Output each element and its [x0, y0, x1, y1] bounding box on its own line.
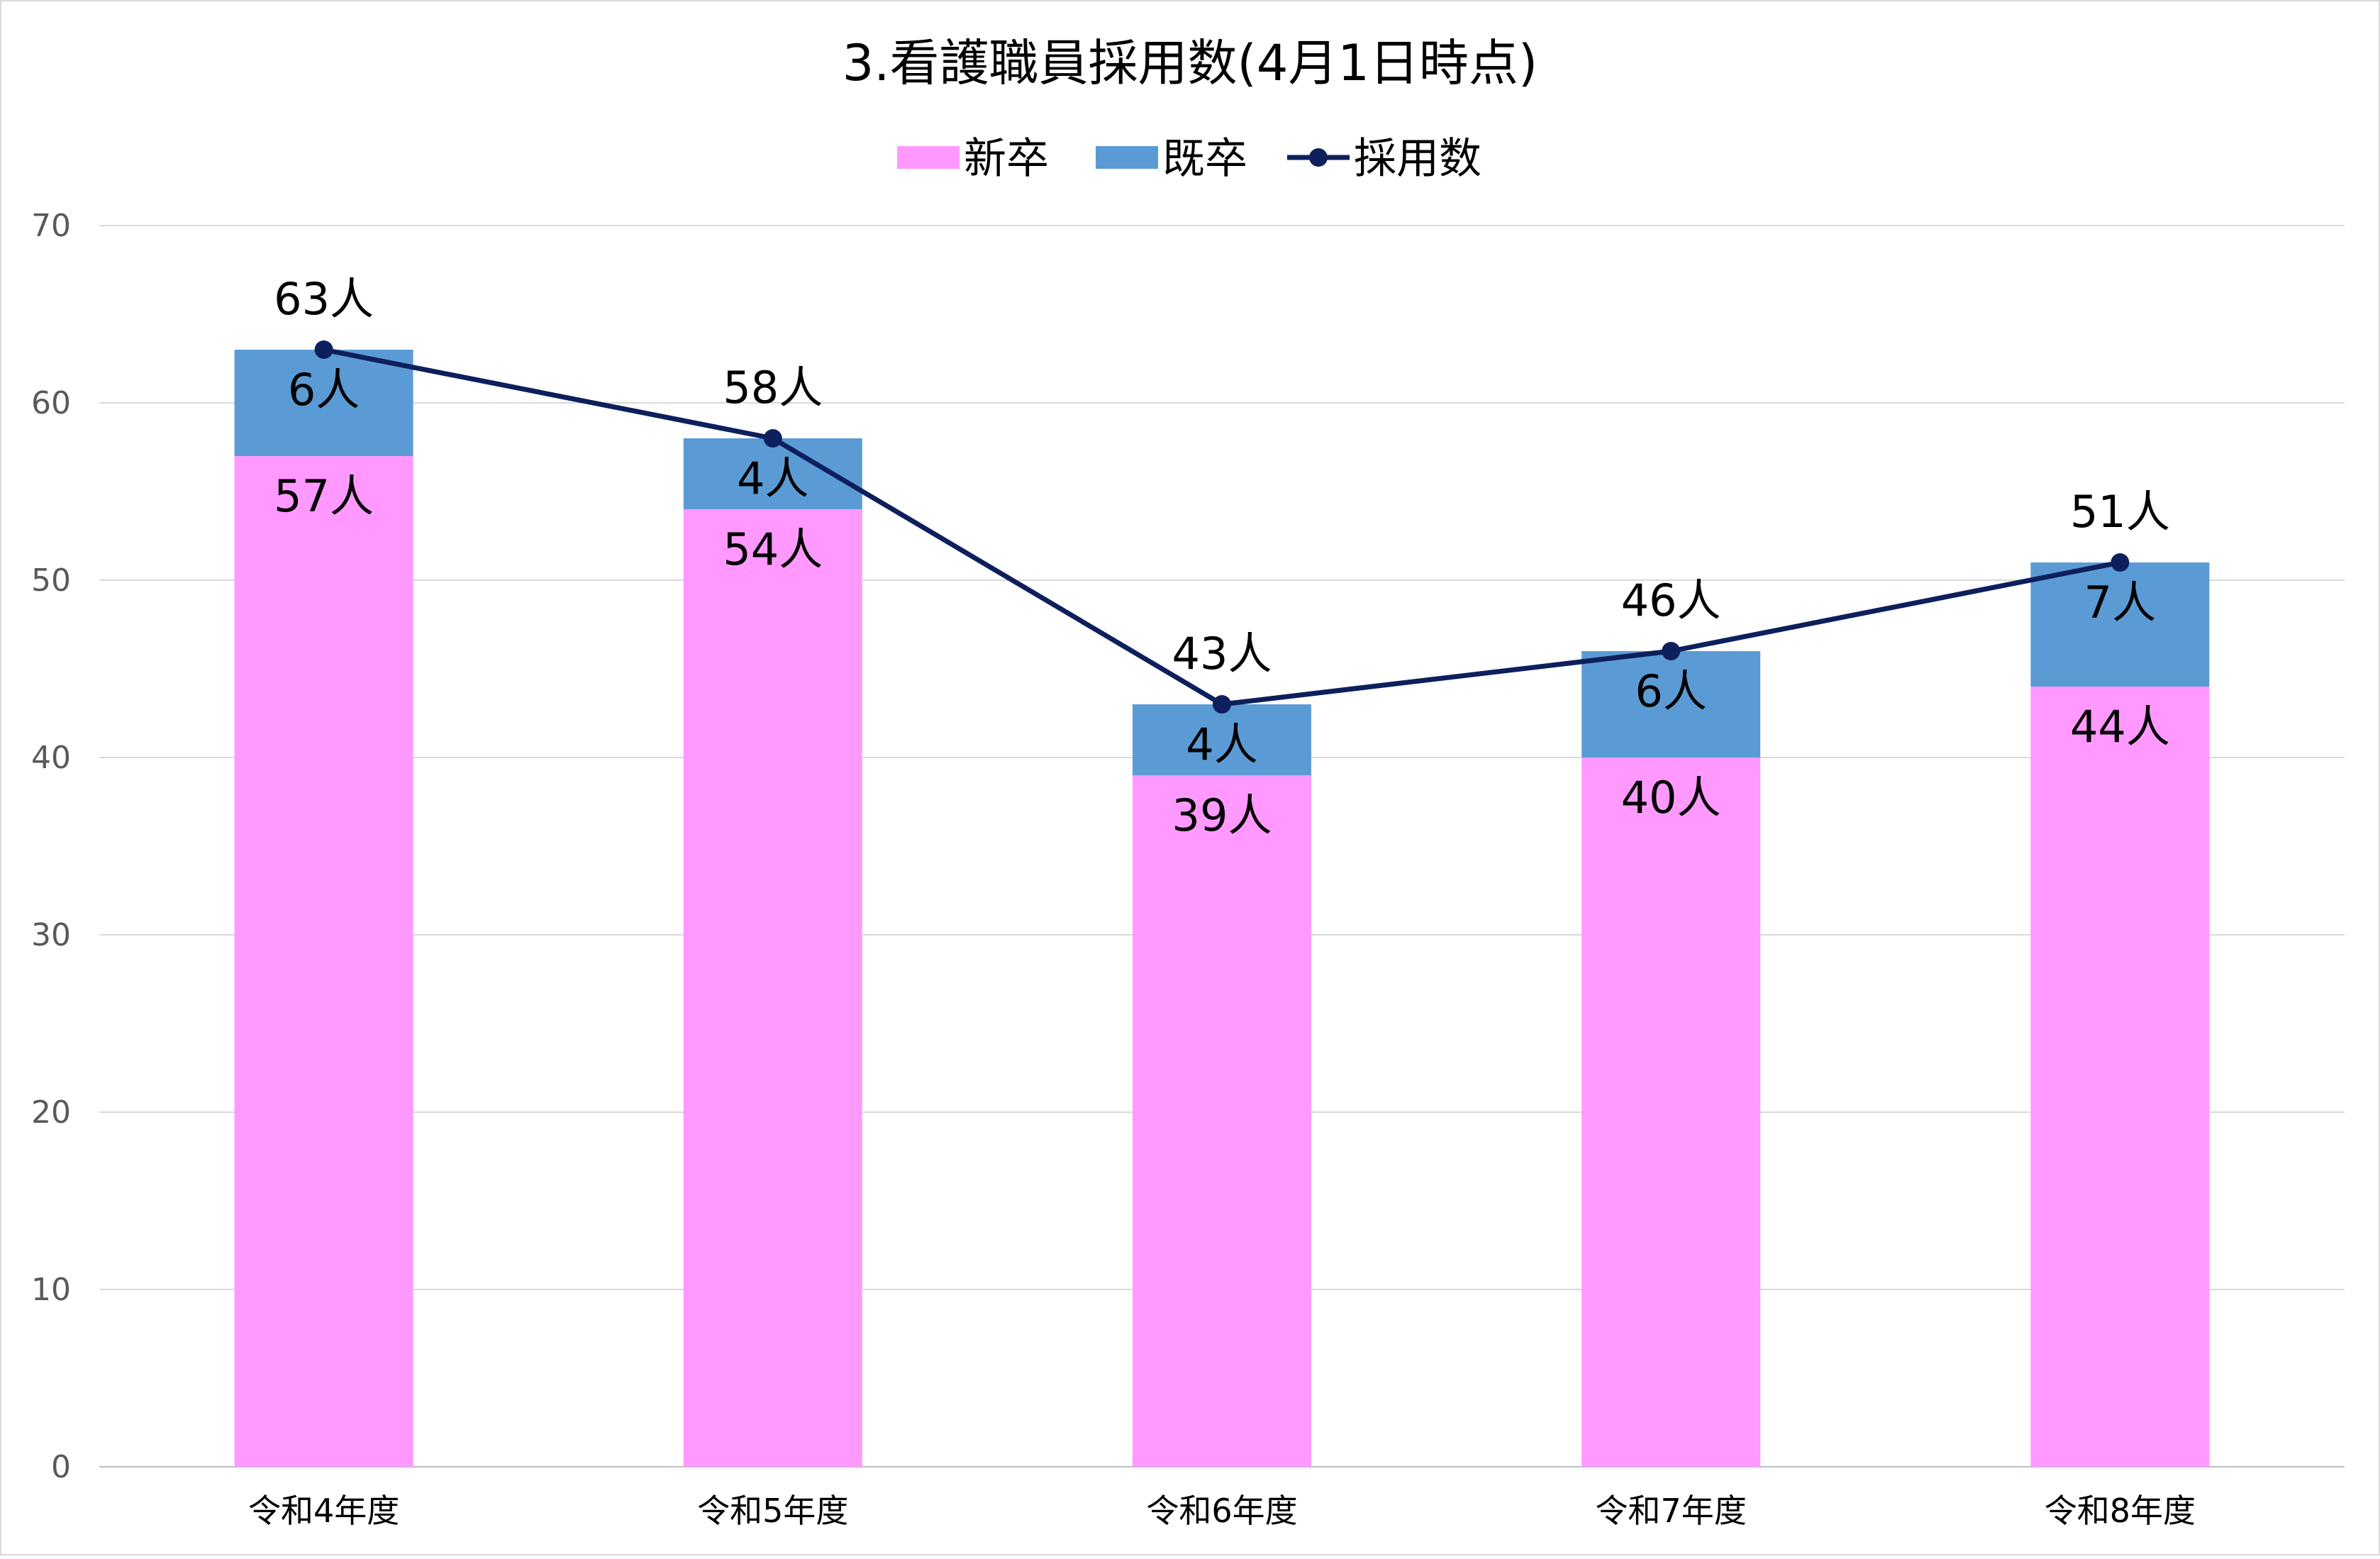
legend-label: 採用数 [1354, 134, 1481, 184]
chart-title: 3.看護職員採用数(4月1日時点) [843, 34, 1537, 92]
y-tick-label: 60 [31, 385, 71, 421]
y-tick-label: 0 [51, 1449, 71, 1485]
y-tick-label: 70 [31, 208, 71, 244]
bar-data-label: 4人 [737, 453, 808, 504]
total-data-label: 63人 [274, 273, 374, 325]
data-labels: 57人 54人 39人 40人 44人 6人 4人 4人 6人 7人 63人 58人 43人 46人 51人 [274, 273, 2170, 841]
total-line [314, 340, 2130, 714]
bar-segment-experienced [2030, 562, 2210, 687]
bar-data-label: 39人 [1172, 789, 1272, 841]
total-data-label: 58人 [723, 362, 823, 414]
x-tick-label: 令和4年度 [248, 1492, 399, 1530]
bar-segment-new-grad [1581, 758, 1761, 1467]
total-data-label: 46人 [1621, 575, 1721, 626]
bar-segment-experienced [234, 350, 413, 456]
bar-data-label: 6人 [288, 364, 360, 416]
x-tick-label: 令和5年度 [697, 1492, 848, 1530]
bar-segment-new-grad [2030, 687, 2210, 1467]
total-line-marker [2111, 553, 2130, 572]
x-tick-label: 令和8年度 [2045, 1492, 2196, 1530]
bar-segment-new-grad [683, 509, 862, 1467]
y-tick-label: 20 [31, 1094, 71, 1131]
y-tick-label: 50 [31, 562, 71, 599]
bar-segment-new-grad [1133, 775, 1311, 1467]
bar-data-label: 6人 [1635, 665, 1706, 717]
y-axis: 0 10 20 30 40 50 60 70 [31, 208, 71, 1485]
bar-segment-experienced [1581, 651, 1761, 758]
bar-segment-experienced [1133, 704, 1311, 775]
legend-swatch [1096, 146, 1158, 169]
y-tick-label: 10 [31, 1272, 71, 1308]
legend: 新卒 既卒 採用数 [897, 134, 1481, 184]
total-data-label: 43人 [1172, 628, 1272, 679]
bar-data-label: 44人 [2070, 701, 2170, 753]
total-line-marker [1213, 695, 1231, 714]
bar-data-label: 57人 [274, 470, 374, 522]
total-line-marker [763, 429, 782, 448]
bars [234, 350, 2210, 1467]
legend-marker [1309, 148, 1328, 167]
total-line-marker [314, 340, 333, 359]
total-line-marker [1662, 642, 1681, 660]
bar-segment-new-grad [234, 456, 413, 1467]
x-tick-label: 令和7年度 [1596, 1492, 1747, 1530]
y-tick-label: 40 [31, 740, 71, 776]
bar-data-label: 4人 [1186, 719, 1257, 770]
x-tick-label: 令和6年度 [1146, 1492, 1297, 1530]
legend-swatch [897, 146, 960, 169]
bar-data-label: 54人 [723, 523, 823, 575]
bar-data-label: 40人 [1621, 772, 1721, 823]
legend-label: 既卒 [1162, 134, 1247, 184]
total-data-label: 51人 [2070, 486, 2170, 538]
bar-data-label: 7人 [2084, 577, 2156, 628]
y-tick-label: 30 [31, 917, 71, 953]
legend-label: 新卒 [964, 134, 1049, 184]
